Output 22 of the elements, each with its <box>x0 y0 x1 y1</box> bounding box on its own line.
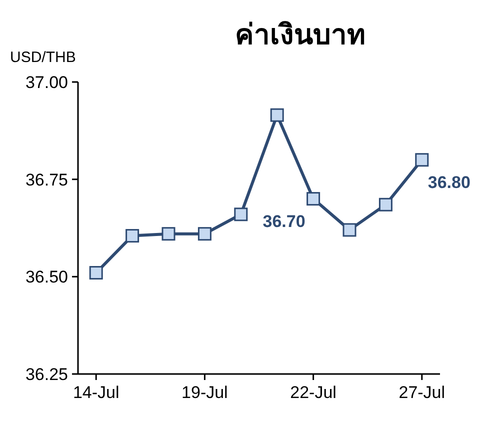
point <box>342 223 356 237</box>
y-tick-label: 36.25 <box>25 365 68 384</box>
chart-title: ค่าเงินบาท <box>235 19 365 50</box>
data-label: 36.80 <box>428 172 470 192</box>
point <box>234 208 248 222</box>
point <box>162 227 176 241</box>
x-tick-label: 22-Jul <box>290 383 336 402</box>
x-tick-label: 14-Jul <box>72 383 120 402</box>
point <box>270 108 284 122</box>
point <box>415 153 429 167</box>
y-tick-label: 37.00 <box>25 73 68 92</box>
point <box>89 266 103 280</box>
point <box>306 192 320 206</box>
point <box>198 227 212 241</box>
x-tick-label: 27-Jul <box>398 383 446 402</box>
y-tick-label: 36.50 <box>25 268 68 287</box>
x-tick-label: 19-Jul <box>182 383 228 402</box>
y-tick-label: 36.75 <box>25 170 68 190</box>
y-axis-title: USD/THB <box>10 49 76 66</box>
point <box>126 229 140 243</box>
data-label: 36.70 <box>262 212 306 231</box>
point <box>378 198 392 212</box>
